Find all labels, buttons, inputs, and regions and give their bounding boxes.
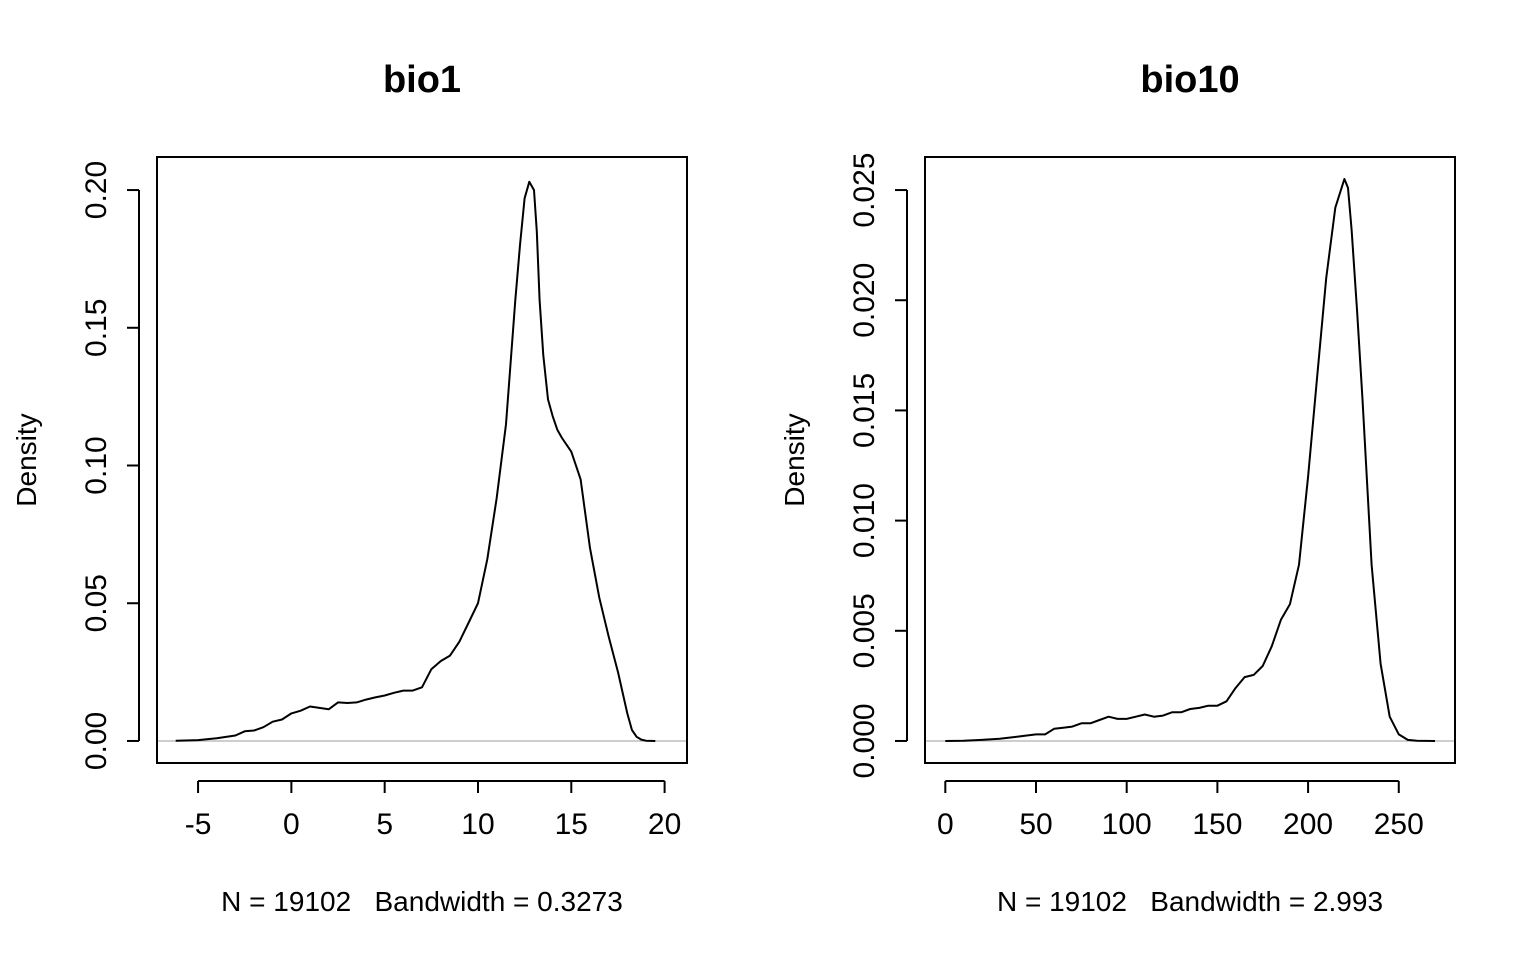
axes: -5 0 5 10 15 20 0.00 0.05 0.10 0.15 0.20 bbox=[80, 161, 681, 841]
chart-title: bio10 bbox=[1140, 59, 1239, 101]
y-tick-label: 0.025 bbox=[848, 153, 881, 228]
y-tick-label: 0.05 bbox=[80, 574, 113, 632]
series-layer bbox=[945, 178, 1436, 742]
chart-title: bio1 bbox=[383, 59, 461, 101]
y-tick-label: 0.000 bbox=[848, 703, 881, 778]
x-tick-label: 5 bbox=[376, 808, 393, 841]
y-axis-label: Density bbox=[11, 413, 42, 506]
y-axis-label: Density bbox=[779, 413, 810, 506]
x-tick-label: 250 bbox=[1374, 808, 1424, 841]
density-plot-bio1: bio1 N = 19102 Bandwidth = 0.3273 Densit… bbox=[11, 59, 688, 917]
x-tick-label: -5 bbox=[185, 808, 212, 841]
plot-frame bbox=[924, 156, 1456, 764]
x-tick-label: 15 bbox=[555, 808, 588, 841]
x-tick-label: 20 bbox=[648, 808, 681, 841]
y-tick-label: 0.00 bbox=[80, 712, 113, 770]
y-tick-label: 0.015 bbox=[848, 373, 881, 448]
series-layer bbox=[175, 180, 656, 742]
density-curve bbox=[175, 180, 656, 742]
y-tick-label: 0.20 bbox=[80, 161, 113, 219]
x-axis-label: N = 19102 Bandwidth = 2.993 bbox=[997, 886, 1383, 917]
x-tick-label: 0 bbox=[937, 808, 954, 841]
axes: 0 50 100 150 200 250 0.000 0.005 0.010 0.015 0.020… bbox=[848, 153, 1424, 841]
x-tick-label: 200 bbox=[1283, 808, 1333, 841]
y-tick-label: 0.15 bbox=[80, 299, 113, 357]
x-tick-label: 100 bbox=[1102, 808, 1152, 841]
y-tick-label: 0.10 bbox=[80, 436, 113, 494]
plot-frame bbox=[156, 156, 688, 764]
x-tick-label: 0 bbox=[283, 808, 300, 841]
x-tick-label: 150 bbox=[1192, 808, 1242, 841]
x-tick-label: 50 bbox=[1019, 808, 1052, 841]
y-tick-label: 0.020 bbox=[848, 263, 881, 338]
y-tick-label: 0.010 bbox=[848, 483, 881, 558]
y-tick-label: 0.005 bbox=[848, 593, 881, 668]
density-curve bbox=[945, 178, 1436, 742]
x-tick-label: 10 bbox=[461, 808, 494, 841]
density-plot-bio10: bio10 N = 19102 Bandwidth = 2.993 Densit… bbox=[779, 59, 1456, 917]
x-axis-label: N = 19102 Bandwidth = 0.3273 bbox=[221, 886, 623, 917]
